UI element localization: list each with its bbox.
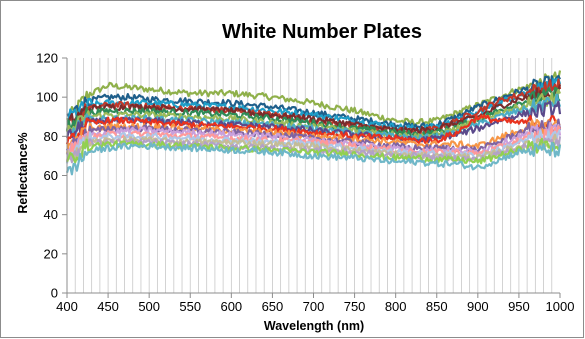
gridlines <box>74 58 553 293</box>
y-tick-label: 40 <box>44 207 58 222</box>
y-tick-label: 80 <box>44 129 58 144</box>
x-tick-label: 900 <box>467 299 489 314</box>
x-tick-label: 700 <box>303 299 325 314</box>
series-line-12 <box>65 118 562 155</box>
series-line-19 <box>65 141 562 176</box>
series-line-16 <box>65 133 562 163</box>
series-group <box>65 70 562 176</box>
series-line-1 <box>66 70 562 127</box>
x-tick-label: 600 <box>220 299 242 314</box>
x-tick-label: 1000 <box>546 299 575 314</box>
x-tick-label: 400 <box>56 299 78 314</box>
y-tick-label: 60 <box>44 168 58 183</box>
y-tick-label: 100 <box>36 90 58 105</box>
tick-labels: 0 20 40 60 80 100 120 400 450 500 550 600 650 700 750 8… <box>36 51 574 315</box>
x-tick-label: 450 <box>97 299 119 314</box>
x-tick-label: 550 <box>179 299 201 314</box>
x-tick-label: 800 <box>385 299 407 314</box>
x-tick-label: 650 <box>262 299 284 314</box>
series-line-5 <box>66 84 562 135</box>
series-line-10 <box>65 114 562 146</box>
x-tick-label: 850 <box>426 299 448 314</box>
x-axis-title: Wavelength (nm) <box>264 319 364 333</box>
chart-title: White Number Plates <box>222 21 422 43</box>
y-axis-title: Reflectance% <box>16 132 30 213</box>
series-line-18 <box>65 137 561 165</box>
x-tick-label: 950 <box>508 299 530 314</box>
y-tick-label: 20 <box>44 246 58 261</box>
y-tick-label: 0 <box>51 286 58 301</box>
axes <box>62 57 561 298</box>
y-tick-label: 120 <box>36 51 58 66</box>
series-line-6 <box>65 86 561 138</box>
x-tick-label: 500 <box>138 299 160 314</box>
x-tick-label: 750 <box>344 299 366 314</box>
series-line-2 <box>66 74 561 131</box>
